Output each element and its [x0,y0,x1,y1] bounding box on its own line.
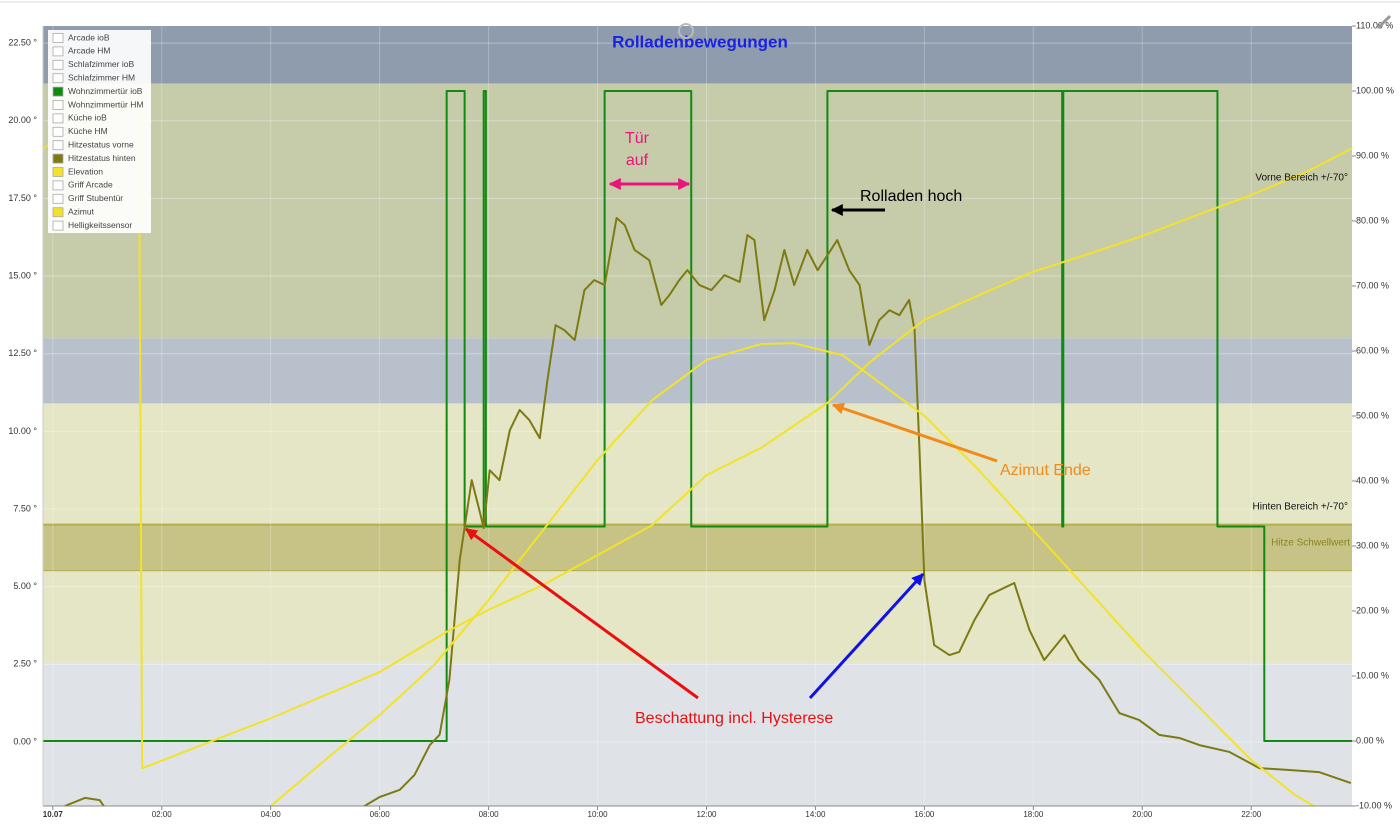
y2-tick-label: 110.00 % [1356,20,1393,30]
series-layer [43,90,1352,806]
x-tick-label: 16:00 [914,810,935,819]
legend-checkbox[interactable] [52,140,64,151]
y2-tick-label: -10.00 % [1356,800,1392,810]
chart-title: Rolladenbewegungen [612,32,788,51]
x-tick-label: 20:00 [1132,810,1153,819]
x-tick-label: 22:00 [1241,810,1262,819]
plot-band [43,662,1352,806]
y2-tick-label: 100.00 % [1356,85,1394,95]
x-tick-label: 18:00 [1023,810,1044,819]
legend-label[interactable]: Hitzestatus vorne [68,139,134,149]
band-label: Hitze Schwellwert [1271,538,1350,549]
arrow [831,402,998,463]
legend-checkbox[interactable] [52,46,64,57]
legend-label[interactable]: Küche HM [68,126,108,136]
legend-checkbox[interactable] [52,153,64,164]
x-tick-label: 08:00 [479,810,500,819]
legend-checkbox[interactable] [52,167,64,177]
legend-checkbox[interactable] [52,86,64,97]
y2-tick-label: 20.00 % [1356,605,1389,615]
x-tick-label: 14:00 [805,810,826,819]
legend-label[interactable]: Wohnzimmertür ioB [68,86,143,96]
legend-label[interactable]: Wohnzimmertür HM [68,99,143,109]
plot-band [43,524,1352,572]
legend-label[interactable]: Azimut [68,206,95,216]
legend-label[interactable]: Arcade ioB [68,32,110,42]
x-tick-label: 12:00 [696,810,717,819]
series-line [64,216,1352,806]
y-tick-label: 0.00 ° [13,736,37,746]
y-tick-label: 2.50 ° [13,659,37,669]
legend-checkbox[interactable] [52,73,64,84]
legend-checkbox[interactable] [52,100,64,110]
legend-checkbox[interactable] [52,193,64,204]
plot-bands [43,26,1352,806]
legend-label[interactable]: Griff Arcade [68,180,113,190]
legend-label[interactable]: Arcade HM [68,46,111,56]
x-tick-label: 02:00 [152,810,173,819]
y2-tick-label: 60.00 % [1356,345,1389,355]
y-tick-label: 5.00 ° [13,581,37,591]
annotation: Azimut Ende [1000,462,1091,479]
y2-tick-label: 80.00 % [1356,215,1389,225]
y-tick-label: 20.00 ° [8,115,37,125]
x-tick-label: 10:00 [588,810,609,819]
y-tick-label: 12.50 ° [8,348,37,358]
y-tick-label: 15.00 ° [8,270,37,280]
series-line [270,342,1315,806]
legend: Arcade ioB Arcade HM Schlafzimmer ioB Schla… [48,30,151,233]
y-tick-label: 10.00 ° [8,426,37,436]
y2-tick-label: 50.00 % [1356,410,1389,420]
arrow [465,527,699,700]
y-tick-label: 22.50 ° [8,37,37,47]
x-tick-label: 06:00 [370,810,391,819]
legend-checkbox[interactable] [52,59,64,70]
axes: 0.00 ° 2.50 ° 5.00 ° 7.50 ° 10.00 ° 12.50 ° 15… [8,20,1394,819]
legend-checkbox[interactable] [52,207,64,218]
plot-band [43,571,1352,663]
y-tick-label: 17.50 ° [8,193,37,203]
legend-checkbox[interactable] [52,33,64,43]
annotation: Beschattung incl. Hysterese [635,710,833,727]
annotation: auf [626,152,649,169]
annotation: Rolladen hoch [860,188,962,205]
y-tick-label: 7.50 ° [13,503,37,513]
legend-checkbox[interactable] [52,113,64,124]
legend-label[interactable]: Elevation [68,166,103,176]
series-line [43,96,1352,770]
edit-icon[interactable] [1376,14,1392,30]
legend-label[interactable]: Griff Stubentür [68,193,123,203]
y2-tick-label: 30.00 % [1356,540,1389,550]
series-line [43,90,1352,742]
plot-band [43,403,1352,525]
reset-icon[interactable] [678,23,694,39]
plot-band [43,83,1352,339]
legend-checkbox[interactable] [52,180,64,191]
band-label: Vorne Bereich +/-70° [1255,173,1348,184]
plot-band [43,26,1352,84]
y2-tick-label: 40.00 % [1356,475,1389,485]
legend-label[interactable]: Küche ioB [68,113,107,123]
legend-checkbox[interactable] [52,126,64,137]
annotation: Tür [625,130,650,147]
band-label: Hinten Bereich +/-70° [1253,502,1348,513]
legend-label[interactable]: Schlafzimmer ioB [68,59,134,69]
legend-box [48,30,151,233]
x-tick-label: 10.07 [43,810,64,819]
y2-tick-label: 90.00 % [1356,150,1389,160]
legend-checkbox[interactable] [52,220,64,231]
legend-label[interactable]: Schlafzimmer HM [68,72,135,82]
y2-tick-label: 70.00 % [1356,280,1389,290]
x-tick-label: 04:00 [261,810,282,819]
legend-label[interactable]: Helligkeitssensor [68,220,132,230]
plot-band [43,338,1352,404]
y2-tick-label: 10.00 % [1356,670,1389,680]
y2-tick-label: 0.00 % [1356,735,1384,745]
legend-label[interactable]: Hitzestatus hinten [68,153,136,163]
arrow [808,572,925,700]
